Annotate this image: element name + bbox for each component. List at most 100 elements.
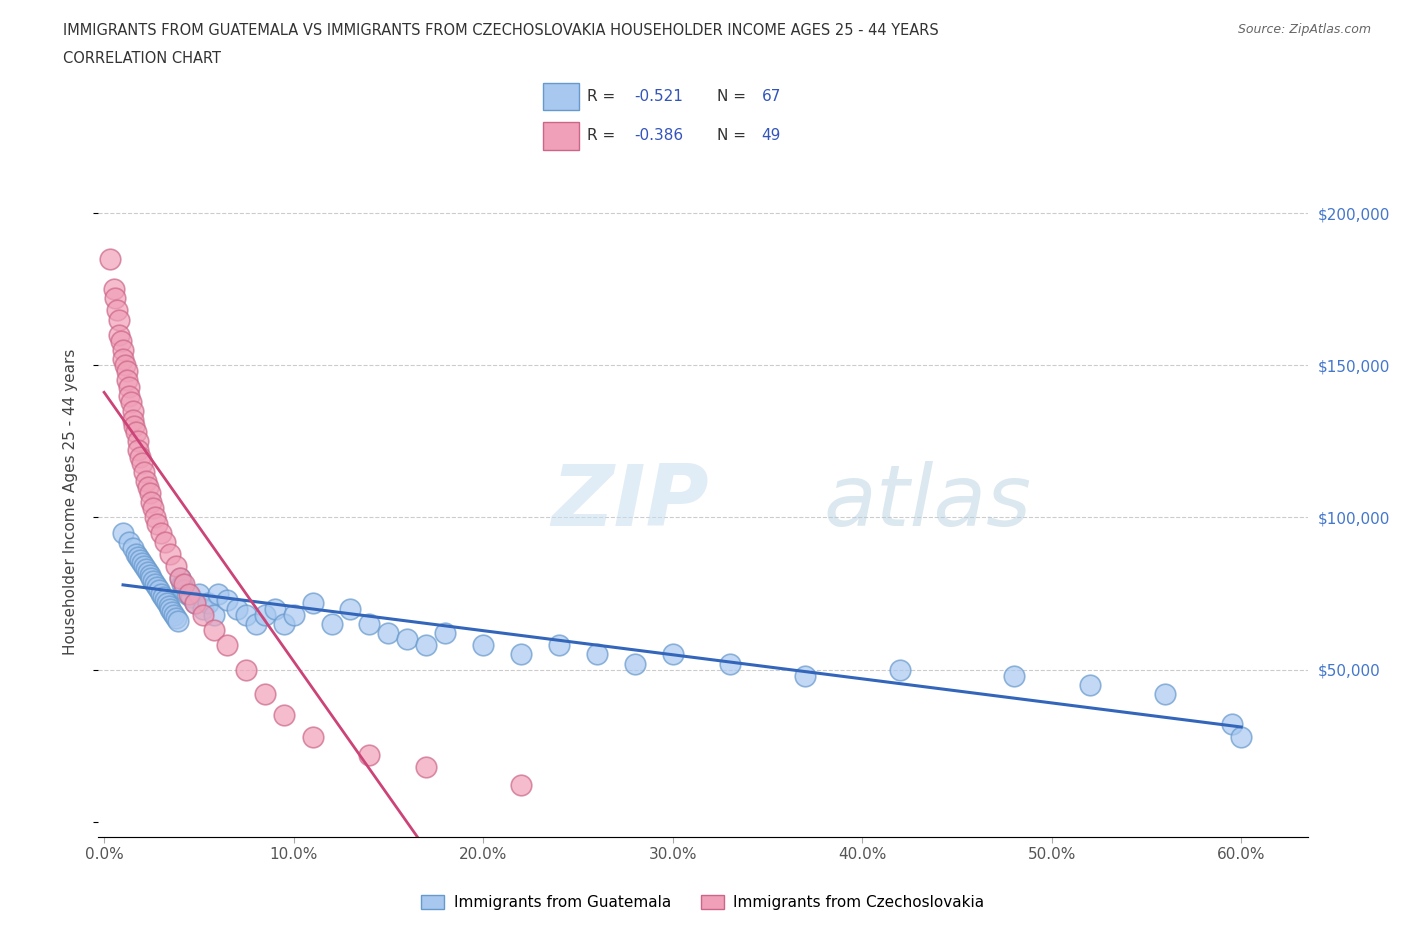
Text: 49: 49 (762, 128, 780, 143)
Point (146, 580, 169, 595)
Point (153, 592, 176, 607)
Text: R =: R = (588, 128, 620, 143)
Point (129, 449, 152, 464)
Point (245, 617, 267, 631)
Point (235, 607, 257, 622)
Point (434, 626, 457, 641)
Point (118, 379, 141, 394)
Point (359, 748, 381, 763)
Point (125, 547, 148, 562)
Point (165, 610, 187, 625)
Point (191, 602, 214, 617)
Point (184, 595, 207, 610)
Point (167, 614, 190, 629)
Point (301, 595, 323, 610)
Point (225, 602, 247, 617)
Text: Source: ZipAtlas.com: Source: ZipAtlas.com (1237, 23, 1371, 36)
Point (103, 282, 125, 297)
Point (136, 480, 159, 495)
Text: atlas: atlas (824, 460, 1032, 544)
Point (152, 589, 174, 604)
Point (1002, 669, 1025, 684)
Point (138, 568, 160, 583)
Point (108, 327, 131, 342)
Point (127, 550, 149, 565)
Point (110, 334, 132, 349)
Point (207, 586, 229, 601)
Point (132, 464, 155, 479)
Point (162, 604, 184, 619)
Point (1220, 717, 1243, 732)
Point (120, 394, 142, 409)
Point (586, 647, 609, 662)
Point (143, 577, 166, 591)
Point (124, 418, 146, 433)
Point (235, 662, 257, 677)
Point (396, 631, 419, 646)
Point (415, 760, 437, 775)
Legend: Immigrants from Guatemala, Immigrants from Czechoslovakia: Immigrants from Guatemala, Immigrants fr… (415, 889, 991, 916)
Point (153, 535, 176, 550)
Point (108, 312, 131, 327)
Point (127, 434, 149, 449)
Point (159, 602, 181, 617)
Point (217, 592, 239, 607)
Point (121, 404, 143, 418)
Point (184, 595, 207, 610)
Point (98, 251, 121, 266)
Point (254, 607, 277, 622)
Text: -0.521: -0.521 (634, 89, 683, 104)
Point (114, 358, 136, 373)
Point (718, 656, 741, 671)
Point (661, 647, 683, 662)
Point (191, 607, 214, 622)
Point (179, 586, 201, 601)
Point (794, 669, 817, 684)
Point (173, 583, 195, 598)
Point (105, 303, 128, 318)
Point (1078, 677, 1101, 692)
Point (127, 443, 149, 458)
Point (273, 708, 295, 723)
Point (149, 586, 172, 601)
Point (377, 626, 399, 641)
Point (157, 598, 180, 613)
Point (149, 525, 172, 540)
Point (112, 342, 135, 357)
Point (165, 559, 187, 574)
Point (170, 577, 193, 591)
Y-axis label: Householder Income Ages 25 - 44 years: Householder Income Ages 25 - 44 years (63, 349, 77, 656)
Point (197, 595, 219, 610)
Point (217, 638, 239, 653)
Point (1154, 686, 1177, 701)
Point (115, 373, 138, 388)
Point (142, 574, 165, 589)
Text: R =: R = (588, 89, 620, 104)
Point (254, 686, 277, 701)
Text: 67: 67 (762, 89, 780, 104)
Point (889, 662, 911, 677)
Text: CORRELATION CHART: CORRELATION CHART (63, 51, 221, 66)
Text: N =: N = (717, 89, 751, 104)
Point (112, 352, 135, 366)
Point (115, 364, 138, 379)
Point (283, 607, 305, 622)
Point (118, 388, 141, 403)
Point (623, 656, 645, 671)
Point (132, 559, 155, 574)
Point (339, 602, 361, 617)
Point (156, 595, 179, 610)
Point (415, 638, 437, 653)
Point (131, 455, 153, 470)
Point (202, 622, 225, 637)
Point (176, 586, 198, 601)
Text: IMMIGRANTS FROM GUATEMALA VS IMMIGRANTS FROM CZECHOSLOVAKIA HOUSEHOLDER INCOME A: IMMIGRANTS FROM GUATEMALA VS IMMIGRANTS … (63, 23, 939, 38)
Text: ZIP: ZIP (551, 460, 709, 544)
Point (121, 540, 143, 555)
Point (136, 565, 159, 579)
Point (173, 577, 195, 591)
Point (510, 647, 533, 662)
Point (146, 516, 169, 531)
Point (263, 602, 285, 617)
Point (321, 617, 343, 631)
